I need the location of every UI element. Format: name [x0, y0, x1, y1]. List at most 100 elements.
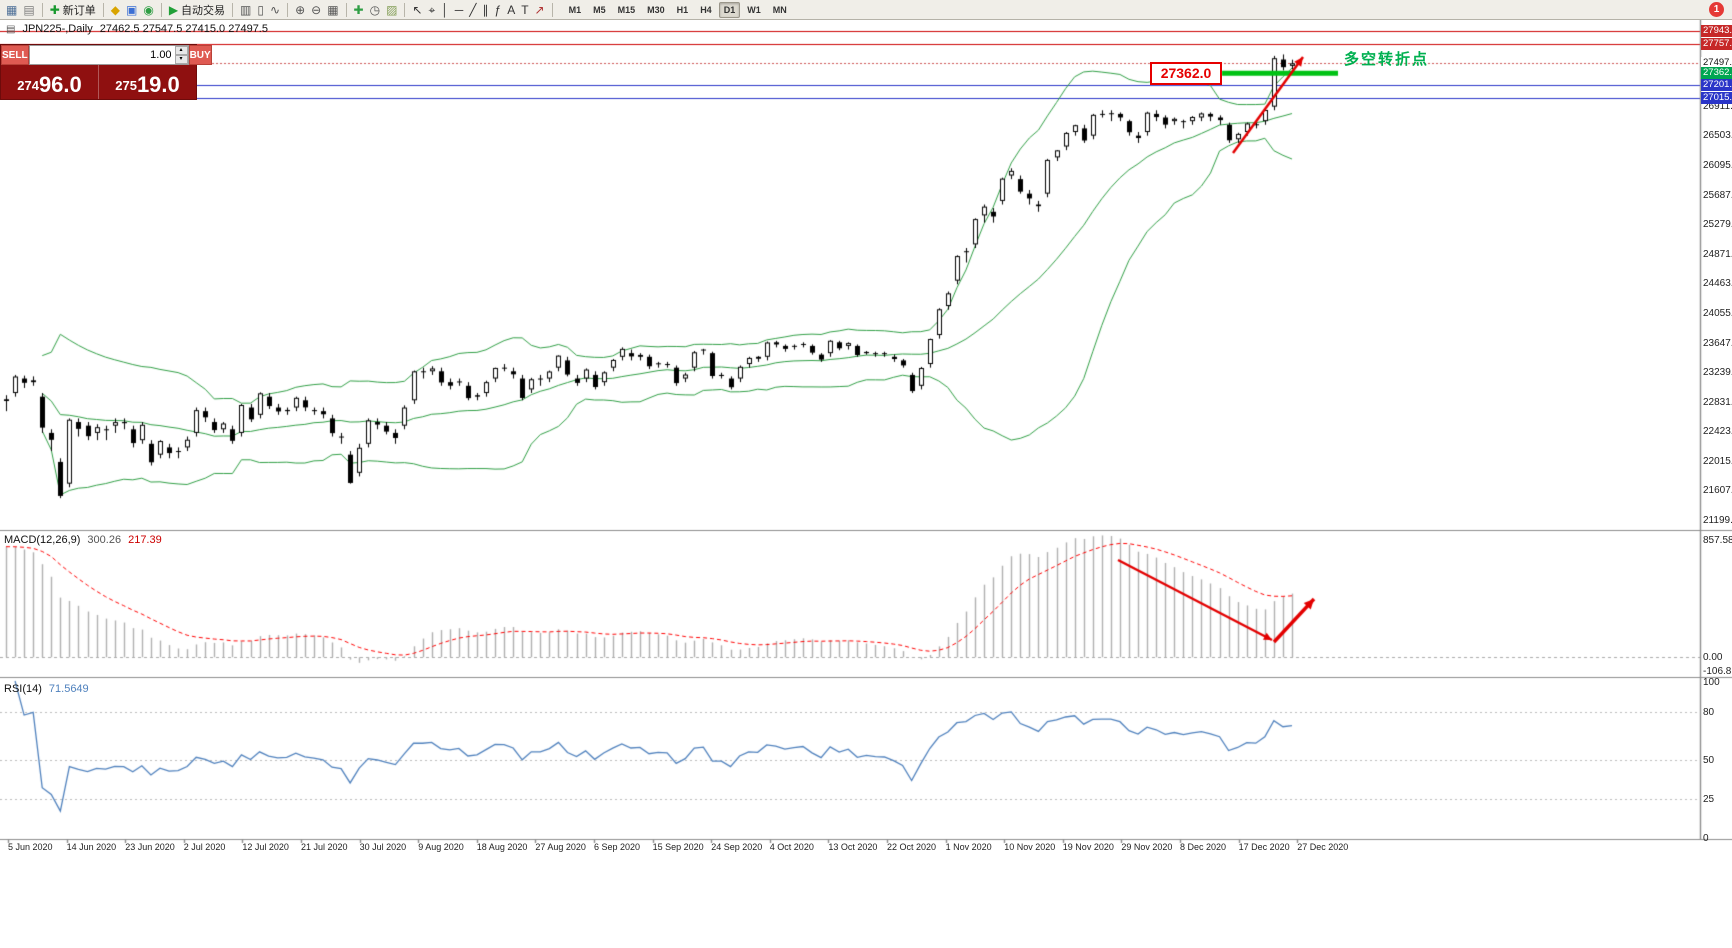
rsi-indicator-label: RSI(14) 71.5649 — [4, 683, 89, 695]
vertical-line-icon[interactable]: │ — [438, 1, 452, 19]
chart-title: ▤ JPN225-,Daily 27462.5 27547.5 27415.0 … — [6, 23, 268, 35]
date-label: 19 Nov 2020 — [1062, 842, 1114, 852]
price-scale-label: 22423.0 — [1703, 426, 1732, 438]
cursor-icon: ↖ — [412, 2, 423, 17]
alert-badge[interactable]: 1 — [1709, 2, 1724, 17]
toolbar-separator — [41, 2, 43, 17]
toolbar-separator — [287, 2, 289, 17]
timeframe-m5[interactable]: M5 — [593, 4, 606, 15]
price-marker: 27943.5 — [1701, 24, 1732, 37]
new-order-icon[interactable]: ✚ 新订单 — [47, 1, 99, 19]
sell-button[interactable]: SELL — [1, 45, 29, 65]
fibonacci-icon: ƒ — [494, 2, 502, 17]
date-label: 14 Jun 2020 — [66, 842, 117, 852]
price-marker: 27497.5 — [1701, 57, 1732, 70]
tile-windows-icon: ▦ — [327, 2, 339, 17]
metaeditor-icon[interactable]: ◆ — [108, 1, 123, 19]
trade-panel-prices: 274 96.0 275 19.0 — [1, 65, 196, 99]
line-chart-icon: ∿ — [270, 2, 281, 17]
date-label: 30 Jul 2020 — [359, 842, 407, 852]
buy-price[interactable]: 275 19.0 — [99, 65, 196, 99]
timeframe-mn[interactable]: MN — [772, 4, 787, 15]
text-icon[interactable]: A — [504, 1, 518, 19]
arrows-icon: ↗ — [534, 2, 545, 17]
trade-panel-controls: SELL ▴ ▾ BUY — [1, 45, 212, 65]
date-label: 15 Sep 2020 — [652, 842, 704, 852]
zoom-out-icon[interactable]: ⊖ — [308, 1, 324, 19]
timeframe-m1[interactable]: M1 — [568, 4, 582, 15]
timeframe-h1[interactable]: H1 — [676, 4, 689, 15]
macd-scale-label: 857.58 — [1703, 535, 1732, 546]
macd-scale-label: 0.00 — [1703, 652, 1723, 664]
channel-icon[interactable]: ∥ — [480, 1, 492, 19]
periods-icon: ◷ — [369, 2, 381, 17]
price-scale-label: 23239.0 — [1703, 367, 1732, 379]
price-scale-label: 22015.0 — [1703, 455, 1732, 467]
toolbar-separator — [102, 2, 104, 17]
volume-input[interactable] — [29, 46, 175, 64]
new-order-icon-label: 新订单 — [62, 4, 96, 17]
timeframe-m15[interactable]: M15 — [617, 4, 636, 15]
periods-icon[interactable]: ◷ — [367, 1, 383, 19]
buy-button[interactable]: BUY — [188, 45, 212, 65]
crosshair-icon: ⌖ — [428, 2, 436, 17]
date-label: 13 Oct 2020 — [828, 842, 878, 852]
price-marker: 27362.0 — [1701, 67, 1732, 80]
sell-price[interactable]: 274 96.0 — [1, 65, 99, 99]
new-chart-icon: ▦ — [6, 2, 18, 17]
timeframe-m30[interactable]: M30 — [647, 4, 665, 15]
new-chart-icon[interactable]: ▦ — [3, 1, 20, 19]
arrows-icon[interactable]: ↗ — [532, 1, 548, 19]
timeframe-d1[interactable]: D1 — [718, 1, 741, 18]
price-scale-label: 25279.0 — [1703, 219, 1732, 231]
price-marker: 27015.5 — [1701, 92, 1732, 105]
ohlc-values: 27462.5 27547.5 27415.0 27497.5 — [99, 23, 268, 35]
date-label: 4 Oct 2020 — [769, 842, 814, 852]
date-axis[interactable]: 5 Jun 2020 14 Jun 2020 23 Jun 2020 2 Jul 20… — [0, 841, 1700, 855]
volume-control: ▴ ▾ — [28, 45, 189, 65]
price-scale-label: 26503.0 — [1703, 130, 1732, 142]
crosshair-icon[interactable]: ⌖ — [425, 1, 438, 19]
toolbar-separator — [404, 2, 406, 17]
volume-decrease-button[interactable]: ▾ — [174, 55, 188, 64]
profiles-icon[interactable]: ▤ — [20, 1, 37, 19]
zoom-in-icon[interactable]: ⊕ — [292, 1, 308, 19]
autotrading-icon[interactable]: ▶ 自动交易 — [166, 1, 228, 19]
macd-signal-value: 217.39 — [128, 534, 162, 546]
price-scale-label: 24871.0 — [1703, 248, 1732, 260]
horizontal-line-icon[interactable]: ─ — [452, 1, 467, 19]
autotrading-icon-label: 自动交易 — [181, 4, 226, 17]
strategy-tester-icon[interactable]: ◉ — [140, 1, 156, 19]
tile-windows-icon[interactable]: ▦ — [324, 1, 341, 19]
price-axis[interactable]: 26911.0 26503.0 26095.0 25687.0 25279.0 24871… — [1701, 0, 1732, 948]
bar-chart-icon[interactable]: ▥ — [237, 1, 254, 19]
zoom-in-icon: ⊕ — [295, 2, 306, 17]
label-icon[interactable]: T — [518, 1, 531, 19]
buy-price-main: 275 — [115, 78, 137, 93]
timeframe-w1[interactable]: W1 — [747, 4, 761, 15]
price-scale-label: 25687.0 — [1703, 189, 1732, 201]
date-label: 21 Jul 2020 — [301, 842, 348, 852]
autotrading-icon: ▶ — [168, 2, 179, 17]
price-scale-label: 21607.0 — [1703, 485, 1732, 497]
indicators-icon[interactable]: ✚ — [351, 1, 367, 19]
date-label: 27 Aug 2020 — [535, 842, 586, 852]
terminal-icon[interactable]: ▣ — [123, 1, 140, 19]
candlestick-icon: ▯ — [257, 2, 264, 17]
rsi-scale-label: 80 — [1703, 707, 1715, 719]
macd-scale-label: -106.8 — [1703, 666, 1732, 677]
trendline-icon[interactable]: ╱ — [466, 1, 479, 19]
cursor-icon[interactable]: ↖ — [409, 1, 425, 19]
templates-icon[interactable]: ▨ — [383, 1, 400, 19]
volume-increase-button[interactable]: ▴ — [174, 46, 188, 55]
line-chart-icon[interactable]: ∿ — [267, 1, 283, 19]
rsi-name: RSI(14) — [4, 683, 42, 695]
timeframe-h4[interactable]: H4 — [700, 4, 712, 15]
candlestick-icon[interactable]: ▯ — [254, 1, 267, 19]
price-marker: 27201.1 — [1701, 78, 1732, 91]
fibonacci-icon[interactable]: ƒ — [492, 1, 505, 19]
sell-price-main: 274 — [17, 78, 39, 93]
